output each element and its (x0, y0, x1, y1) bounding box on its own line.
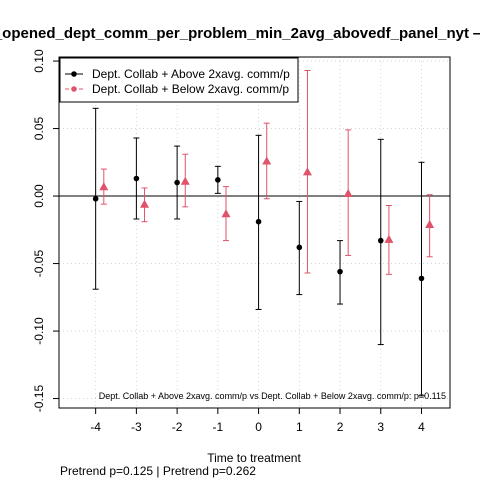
pretrend-note: Pretrend p=0.125 | Pretrend p=0.262 (60, 464, 256, 478)
x-tick-label: 0 (255, 420, 262, 434)
y-tick-label: 0.05 (32, 117, 46, 141)
data-point-circle (174, 179, 180, 186)
data-point-triangle (384, 234, 394, 243)
x-tick-label: -1 (213, 420, 224, 434)
x-tick-label: 1 (296, 420, 303, 434)
x-axis: -4 -3 -2 -1 0 1 2 3 4 (90, 408, 425, 434)
legend-marker-above (71, 71, 77, 77)
data-point-triangle (343, 188, 353, 197)
grid (59, 57, 450, 408)
legend-box (59, 57, 299, 103)
y-tick-label: 0.00 (32, 184, 46, 208)
series-above (92, 107, 425, 397)
legend-marker-below (71, 86, 77, 92)
data-point-circle (215, 177, 221, 183)
data-point-triangle (302, 167, 312, 176)
x-tick-label: 2 (337, 420, 344, 434)
y-tick-label: -0.15 (32, 385, 46, 413)
legend-label-below: Dept. Collab + Below 2xavg. comm/p (92, 82, 289, 96)
legend-label-above: Dept. Collab + Above 2xavg. comm/p (92, 67, 290, 81)
data-point-circle (377, 237, 384, 244)
data-point-triangle (180, 176, 190, 185)
data-point-circle (418, 275, 425, 282)
data-point-circle (296, 244, 303, 251)
data-point-circle (255, 218, 262, 225)
data-point-circle (337, 268, 343, 275)
data-point-circle (92, 195, 99, 202)
data-point-triangle (140, 199, 150, 208)
series-below (99, 70, 435, 275)
y-tick-label: -0.05 (32, 250, 46, 278)
series-layer (92, 70, 435, 397)
data-point-triangle (221, 209, 231, 218)
data-point-triangle (425, 219, 435, 228)
x-tick-label: 4 (418, 420, 425, 434)
y-tick-label: 0.10 (32, 49, 46, 73)
data-point-triangle (262, 156, 272, 165)
x-tick-label: -3 (131, 420, 142, 434)
legend: Dept. Collab + Above 2xavg. comm/p Dept.… (59, 57, 299, 103)
comparison-annotation: Dept. Collab + Above 2xavg. comm/p vs De… (99, 391, 446, 401)
x-axis-label: Time to treatment (207, 451, 301, 465)
y-axis: -0.15 -0.10 -0.05 0.00 0.05 0.10 (32, 49, 59, 412)
x-tick-label: -4 (90, 420, 101, 434)
x-tick-label: -2 (172, 420, 183, 434)
y-tick-label: -0.10 (32, 317, 46, 345)
x-tick-label: 3 (377, 420, 384, 434)
plot-frame (58, 56, 451, 409)
data-point-triangle (99, 182, 109, 191)
data-point-circle (133, 175, 140, 182)
chart-title: _opened_dept_comm_per_problem_min_2avg_a… (0, 25, 480, 42)
